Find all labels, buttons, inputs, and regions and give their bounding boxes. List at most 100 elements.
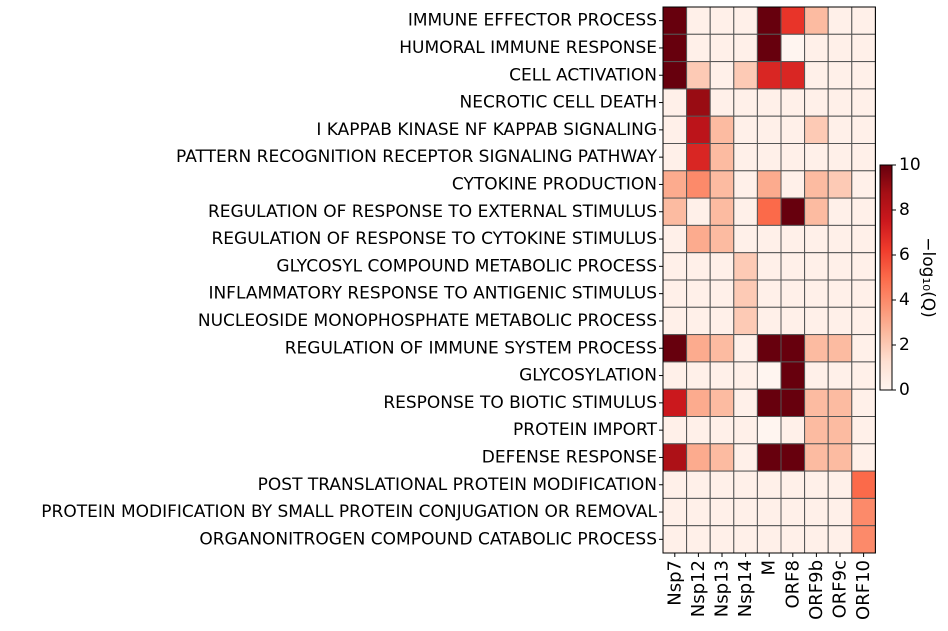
heatmap-cell [709, 197, 735, 226]
heatmap-cell [662, 497, 688, 527]
heatmap-cell [662, 306, 688, 336]
heatmap-cell [756, 497, 782, 527]
column-label: ORF9b [806, 560, 827, 620]
heatmap-cell [827, 388, 853, 418]
heatmap-cell [827, 497, 853, 527]
heatmap-cell [733, 115, 758, 144]
heatmap-cell [662, 252, 688, 281]
heatmap-cell [709, 170, 735, 199]
row-label: DEFENSE RESPONSE [482, 447, 657, 467]
heatmap-cell [851, 388, 876, 418]
heatmap-cell [827, 170, 853, 199]
heatmap-cell [733, 61, 758, 90]
row-label: NECROTIC CELL DEATH [460, 93, 657, 113]
heatmap-cell [851, 252, 876, 281]
heatmap-cell [686, 334, 711, 363]
column-label: Nsp14 [735, 560, 756, 617]
row-label: I KAPPAB KINASE NF KAPPAB SIGNALING [316, 120, 657, 140]
heatmap-cell [686, 279, 711, 308]
heatmap-cell [756, 416, 782, 445]
column-label: M [759, 560, 780, 576]
heatmap-cell [827, 33, 853, 63]
column-label: ORF10 [853, 560, 874, 620]
heatmap-cell [686, 306, 711, 336]
heatmap-cell [756, 170, 782, 199]
heatmap-cell [709, 443, 735, 472]
heatmap-cell [804, 252, 829, 281]
heatmap-cell [733, 443, 758, 472]
colorbar-tick-label: 10 [899, 155, 921, 175]
heatmap-cell [733, 279, 758, 308]
heatmap-cell [851, 115, 876, 144]
row-label: IMMUNE EFFECTOR PROCESS [408, 11, 657, 31]
heatmap-cell [804, 525, 829, 554]
heatmap-cell [686, 88, 711, 117]
heatmap-cell [756, 306, 782, 336]
heatmap-cell [662, 279, 688, 308]
heatmap-cell [827, 334, 853, 363]
heatmap-cell [804, 61, 829, 90]
heatmap-cell [827, 252, 853, 281]
row-label: POST TRANSLATIONAL PROTEIN MODIFICATION [258, 475, 657, 495]
heatmap-cell [851, 470, 876, 499]
heatmap-cell [804, 170, 829, 199]
heatmap-cell [827, 143, 853, 172]
heatmap-cell [851, 525, 876, 554]
heatmap-cell [733, 6, 758, 35]
row-label: ORGANONITROGEN COMPOUND CATABOLIC PROCES… [199, 529, 657, 549]
heatmap-cell [780, 306, 806, 336]
heatmap-cell [756, 143, 782, 172]
heatmap-cell [851, 170, 876, 199]
heatmap-cell [756, 6, 782, 35]
heatmap-cell [756, 334, 782, 363]
row-label: CYTOKINE PRODUCTION [452, 174, 657, 194]
heatmap-cell [780, 334, 806, 363]
row-label: HUMORAL IMMUNE RESPONSE [399, 38, 657, 58]
heatmap-cell [756, 224, 782, 254]
row-label: INFLAMMATORY RESPONSE TO ANTIGENIC STIMU… [208, 284, 657, 304]
heatmap-cell [804, 470, 829, 499]
heatmap-cell [780, 525, 806, 554]
heatmap-cell [686, 525, 711, 554]
heatmap-cell [827, 361, 853, 390]
heatmap-cell [756, 252, 782, 281]
row-label: PROTEIN IMPORT [513, 420, 658, 440]
heatmap-cell [686, 388, 711, 418]
colorbar-tick-label: 8 [899, 200, 910, 220]
column-label: Nsp12 [688, 560, 709, 617]
heatmap-cell [804, 361, 829, 390]
heatmap-cell [709, 525, 735, 554]
heatmap-cell [804, 143, 829, 172]
heatmap-cells [662, 6, 876, 554]
heatmap-cell [780, 88, 806, 117]
heatmap-cell [662, 443, 688, 472]
heatmap-cell [827, 279, 853, 308]
heatmap-cell [780, 170, 806, 199]
heatmap-cell [780, 143, 806, 172]
heatmap-cell [804, 115, 829, 144]
heatmap-cell [780, 279, 806, 308]
heatmap-cell [733, 33, 758, 63]
heatmap-cell [756, 279, 782, 308]
heatmap-cell [851, 33, 876, 63]
row-label: GLYCOSYLATION [519, 366, 657, 386]
heatmap-cell [827, 224, 853, 254]
heatmap-cell [662, 170, 688, 199]
heatmap-cell [851, 61, 876, 90]
heatmap-cell [686, 143, 711, 172]
heatmap-cell [780, 61, 806, 90]
heatmap-cell [827, 61, 853, 90]
heatmap-cell [827, 470, 853, 499]
heatmap-cell [851, 334, 876, 363]
heatmap-cell [780, 416, 806, 445]
heatmap-cell [804, 33, 829, 63]
heatmap-cell [733, 143, 758, 172]
heatmap-cell [851, 416, 876, 445]
heatmap-cell [709, 334, 735, 363]
column-label: ORF9c [830, 560, 851, 618]
heatmap-cell [709, 33, 735, 63]
colorbar: 0 2 4 6 8 10 −log₁₀(Q) [879, 155, 938, 400]
heatmap-cell [733, 334, 758, 363]
heatmap-cell [709, 279, 735, 308]
